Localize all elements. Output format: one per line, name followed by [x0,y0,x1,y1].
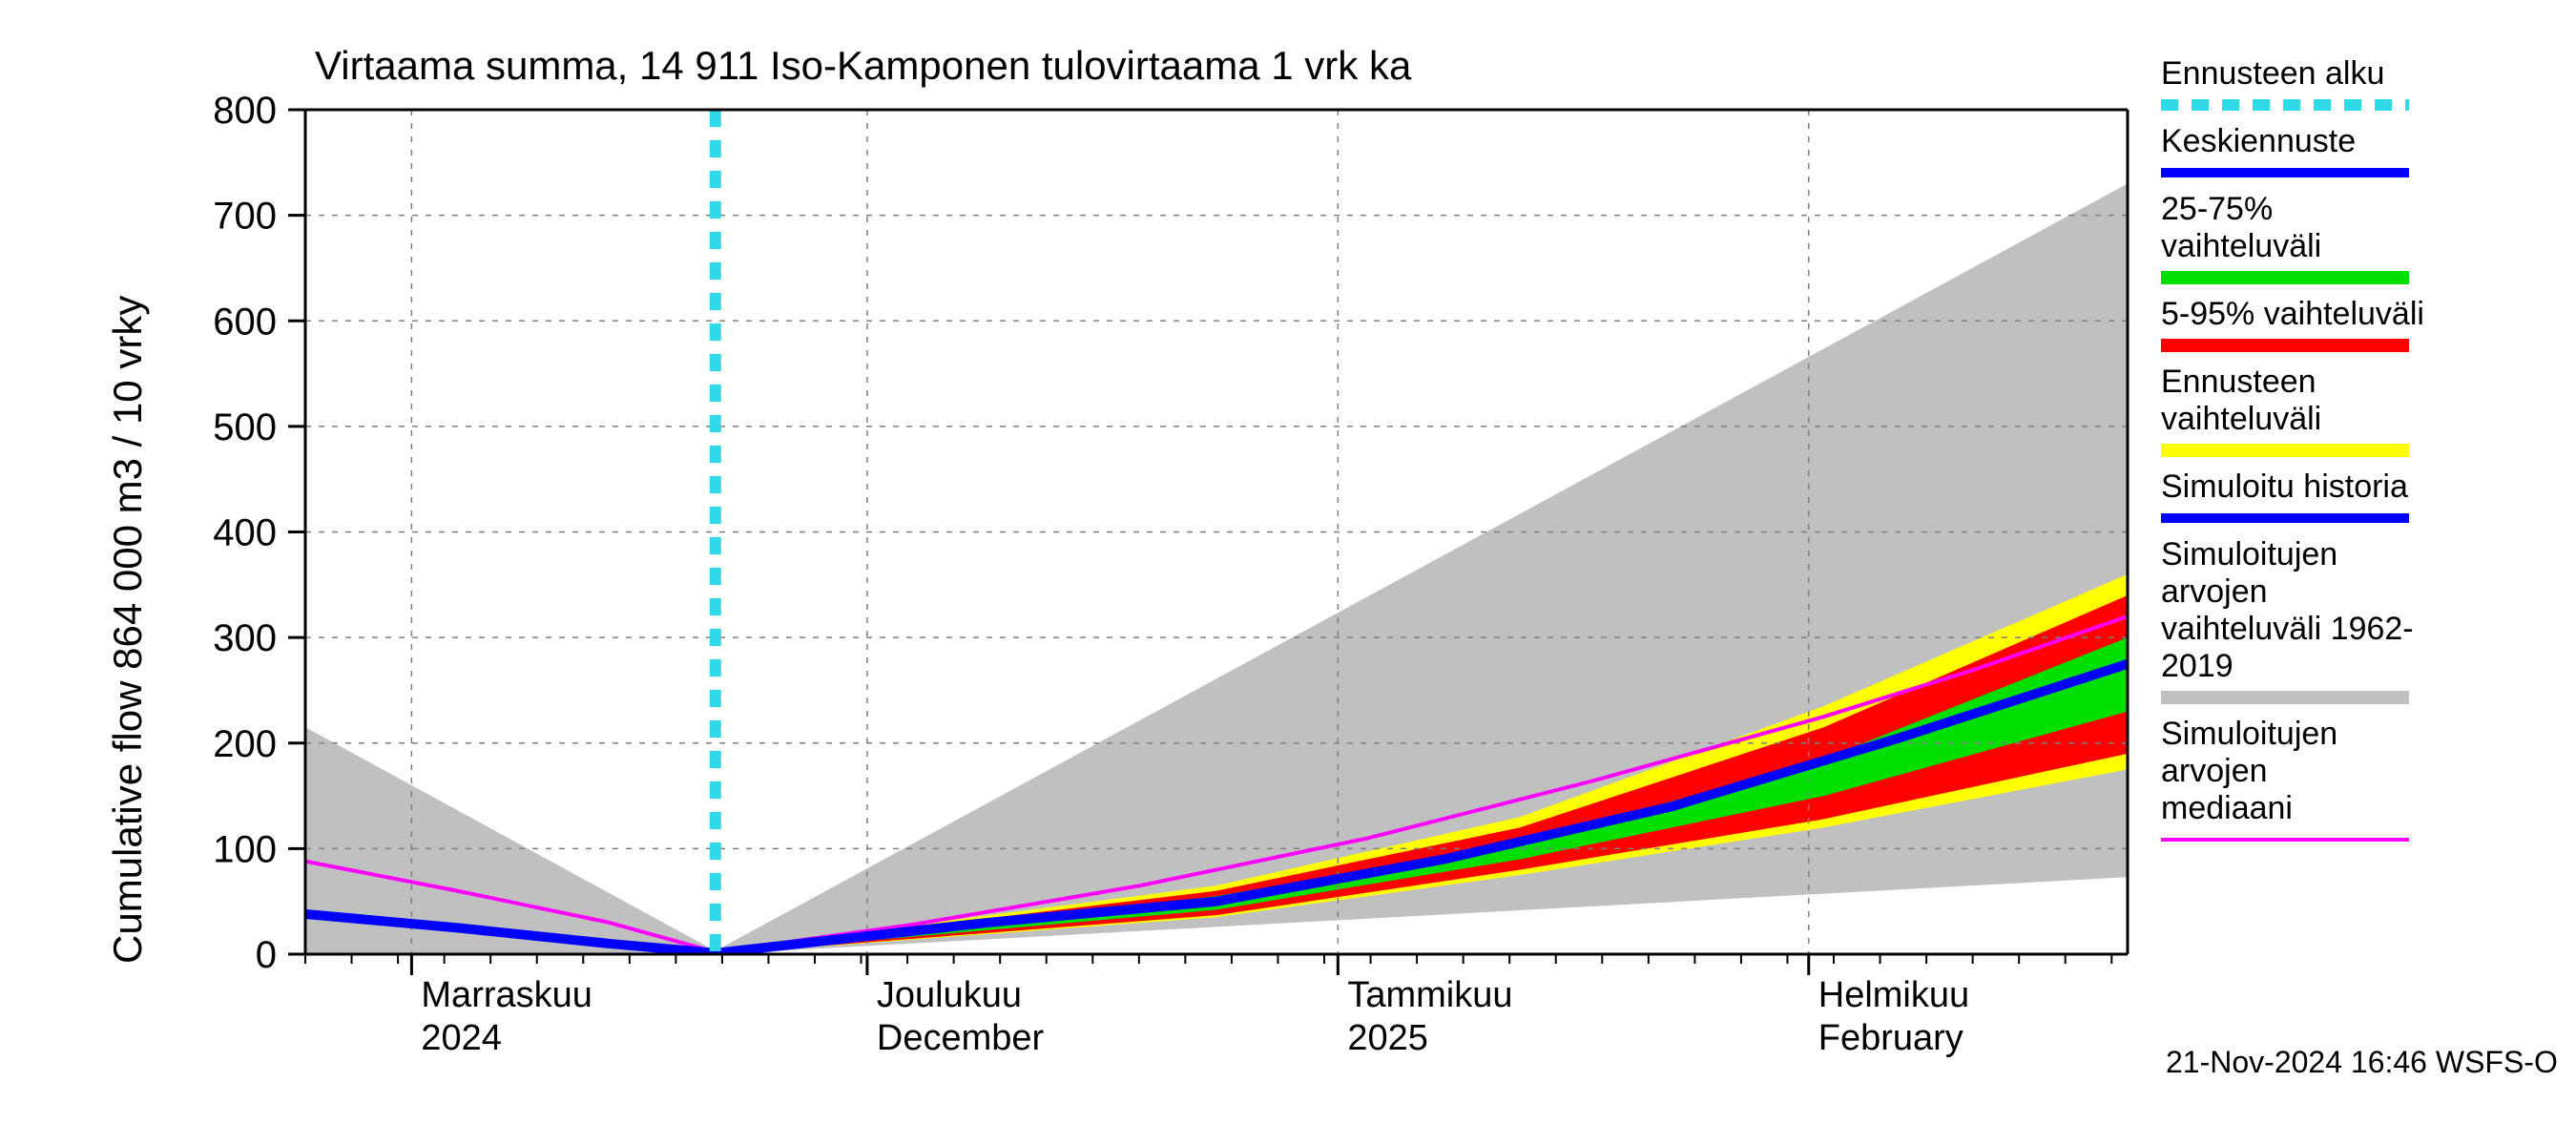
svg-text:Joulukuu: Joulukuu [877,975,1022,1015]
legend-item: 25-75% vaihteluväli [2161,191,2428,286]
legend-label: Simuloitujen arvojenvaihteluväli 1962-20… [2161,536,2428,685]
legend-swatch [2161,831,2409,848]
legend-label: Simuloitu historia [2161,468,2428,506]
legend-swatch [2161,337,2409,354]
legend-label: Ennusteen alku [2161,55,2428,93]
legend-swatch [2161,96,2409,114]
legend-item: Ennusteen alku [2161,55,2428,114]
svg-text:600: 600 [213,301,277,343]
svg-text:500: 500 [213,406,277,448]
legend-label: Ennusteen vaihteluväli [2161,364,2428,438]
legend-swatch [2161,510,2409,527]
svg-text:December: December [877,1018,1045,1058]
legend-item: 5-95% vaihteluväli [2161,296,2428,354]
svg-text:300: 300 [213,617,277,659]
svg-text:2024: 2024 [421,1018,502,1058]
legend-item: Simuloitujen arvojenvaihteluväli 1962-20… [2161,536,2428,706]
svg-text:2025: 2025 [1347,1018,1428,1058]
svg-text:700: 700 [213,196,277,238]
legend-item: Simuloitujen arvojenmediaani [2161,716,2428,848]
svg-text:800: 800 [213,90,277,132]
legend-label: 5-95% vaihteluväli [2161,296,2428,333]
svg-text:0: 0 [256,934,277,976]
legend-item: Simuloitu historia [2161,468,2428,527]
svg-text:200: 200 [213,723,277,765]
legend-label: Keskiennuste [2161,123,2428,160]
legend-label: Simuloitujen arvojenmediaani [2161,716,2428,827]
legend-swatch [2161,442,2409,459]
chart-container: Virtaama summa, 14 911 Iso-Kamponen tulo… [0,0,2576,1145]
legend-swatch [2161,164,2409,181]
footer-timestamp: 21-Nov-2024 16:46 WSFS-O [2166,1045,2558,1080]
legend: Ennusteen alku Keskiennuste 25-75% vaihtel… [2161,55,2428,858]
svg-text:400: 400 [213,512,277,554]
legend-item: Keskiennuste [2161,123,2428,181]
svg-text:Marraskuu: Marraskuu [421,975,592,1015]
svg-text:Helmikuu: Helmikuu [1818,975,1969,1015]
svg-text:Tammikuu: Tammikuu [1347,975,1512,1015]
legend-label: 25-75% vaihteluväli [2161,191,2428,265]
svg-text:February: February [1818,1018,1963,1058]
legend-item: Ennusteen vaihteluväli [2161,364,2428,459]
legend-swatch [2161,689,2409,706]
svg-text:100: 100 [213,828,277,870]
legend-swatch [2161,269,2409,286]
